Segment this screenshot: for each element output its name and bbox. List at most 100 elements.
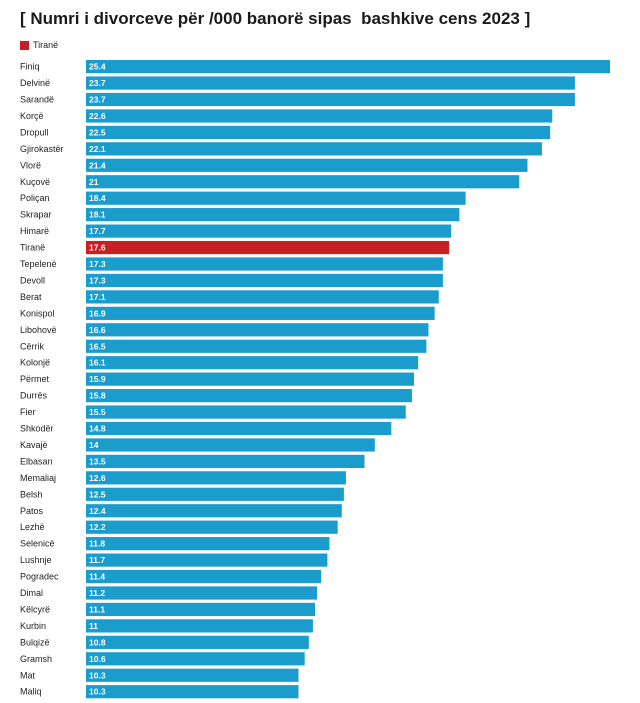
bar	[86, 389, 412, 403]
value-label: 11.1	[89, 604, 105, 614]
bar	[86, 471, 346, 485]
category-label: Durrës	[20, 391, 48, 401]
bar	[86, 405, 406, 419]
value-label: 22.6	[89, 111, 106, 121]
category-label: Himarë	[20, 226, 49, 236]
chart-title: [ Numri i divorceve për /000 banorë sipa…	[20, 9, 531, 28]
bar	[86, 273, 443, 288]
value-label: 22.1	[89, 144, 106, 154]
category-label: Konispol	[20, 308, 55, 318]
value-label: 11.4	[89, 572, 105, 582]
value-label: 22.5	[89, 127, 106, 137]
category-label: Skrapar	[20, 210, 52, 220]
bar	[86, 208, 460, 222]
category-label: Maliq	[20, 687, 42, 697]
bar	[86, 553, 328, 567]
bar	[86, 504, 342, 518]
value-label: 10.3	[89, 670, 106, 680]
value-label: 16.5	[89, 341, 106, 351]
category-label: Libohovë	[20, 325, 57, 335]
bar	[86, 125, 551, 139]
bar	[86, 323, 429, 337]
category-label: Dimal	[20, 588, 43, 598]
category-label: Dropull	[20, 127, 49, 137]
bar	[86, 652, 305, 666]
value-label: 14.8	[89, 424, 106, 434]
category-label: Finiq	[20, 62, 40, 72]
bar	[86, 421, 392, 436]
category-label: Lezhë	[20, 522, 45, 532]
category-label: Cërrik	[20, 341, 44, 351]
category-label: Devoll	[20, 275, 45, 285]
bar	[86, 339, 427, 353]
value-label: 10.8	[89, 637, 106, 647]
category-label: Sarandë	[20, 95, 54, 105]
value-label: 12.5	[89, 489, 106, 499]
category-label: Korçë	[20, 111, 44, 121]
bar	[86, 602, 315, 617]
category-label: Përmet	[20, 374, 50, 384]
bar	[86, 454, 365, 468]
bar	[86, 569, 322, 584]
value-label: 17.6	[89, 243, 106, 253]
category-label: Patos	[20, 506, 44, 516]
bar	[86, 586, 318, 600]
category-label: Tiranë	[20, 243, 45, 253]
bar	[86, 109, 553, 123]
value-label: 15.5	[89, 407, 106, 417]
bar	[86, 158, 528, 172]
bar	[86, 635, 309, 649]
category-label: Belsh	[20, 489, 43, 499]
bar	[86, 668, 299, 682]
category-label: Elbasan	[20, 456, 53, 466]
bar	[86, 60, 610, 74]
category-label: Vlorë	[20, 160, 41, 170]
bar	[86, 685, 299, 699]
value-label: 10.3	[89, 687, 106, 697]
value-label: 18.4	[89, 193, 106, 203]
category-label: Berat	[20, 292, 42, 302]
bar-highlight	[86, 240, 450, 255]
bar	[86, 257, 443, 271]
category-label: Gramsh	[20, 654, 52, 664]
category-label: Shkodër	[20, 424, 54, 434]
value-label: 17.3	[89, 275, 106, 285]
category-label: Pogradec	[20, 572, 59, 582]
value-label: 18.1	[89, 210, 106, 220]
bar	[86, 372, 415, 386]
bar	[86, 520, 338, 534]
bar	[86, 619, 313, 633]
value-label: 11	[89, 621, 98, 631]
value-label: 16.6	[89, 325, 106, 335]
bar	[86, 76, 575, 90]
value-label: 21.4	[89, 160, 106, 170]
category-label: Kuçovë	[20, 177, 50, 187]
value-label: 17.3	[89, 259, 106, 269]
legend-label: Tiranë	[33, 40, 59, 50]
value-label: 16.1	[89, 358, 106, 368]
bar	[86, 142, 542, 156]
bar	[86, 175, 520, 189]
category-label: Fier	[20, 407, 36, 417]
value-label: 15.9	[89, 374, 106, 384]
bar	[86, 306, 435, 320]
bar	[86, 438, 375, 452]
bar	[86, 92, 575, 107]
legend-swatch	[20, 40, 29, 50]
bar	[86, 537, 330, 551]
value-label: 15.8	[89, 391, 106, 401]
value-label: 17.7	[89, 226, 106, 236]
value-label: 23.7	[89, 78, 106, 88]
category-label: Mat	[20, 670, 36, 680]
value-label: 17.1	[89, 292, 106, 302]
category-label: Delvinë	[20, 78, 50, 88]
value-label: 16.9	[89, 308, 106, 318]
legend: Tiranë	[20, 40, 58, 50]
bar	[86, 356, 419, 370]
category-label: Kurbin	[20, 621, 46, 631]
value-label: 12.4	[89, 506, 106, 516]
category-label: Gjirokastër	[20, 144, 64, 154]
category-label: Poliçan	[20, 193, 50, 203]
value-label: 14	[89, 440, 99, 450]
value-label: 11.8	[89, 539, 105, 549]
